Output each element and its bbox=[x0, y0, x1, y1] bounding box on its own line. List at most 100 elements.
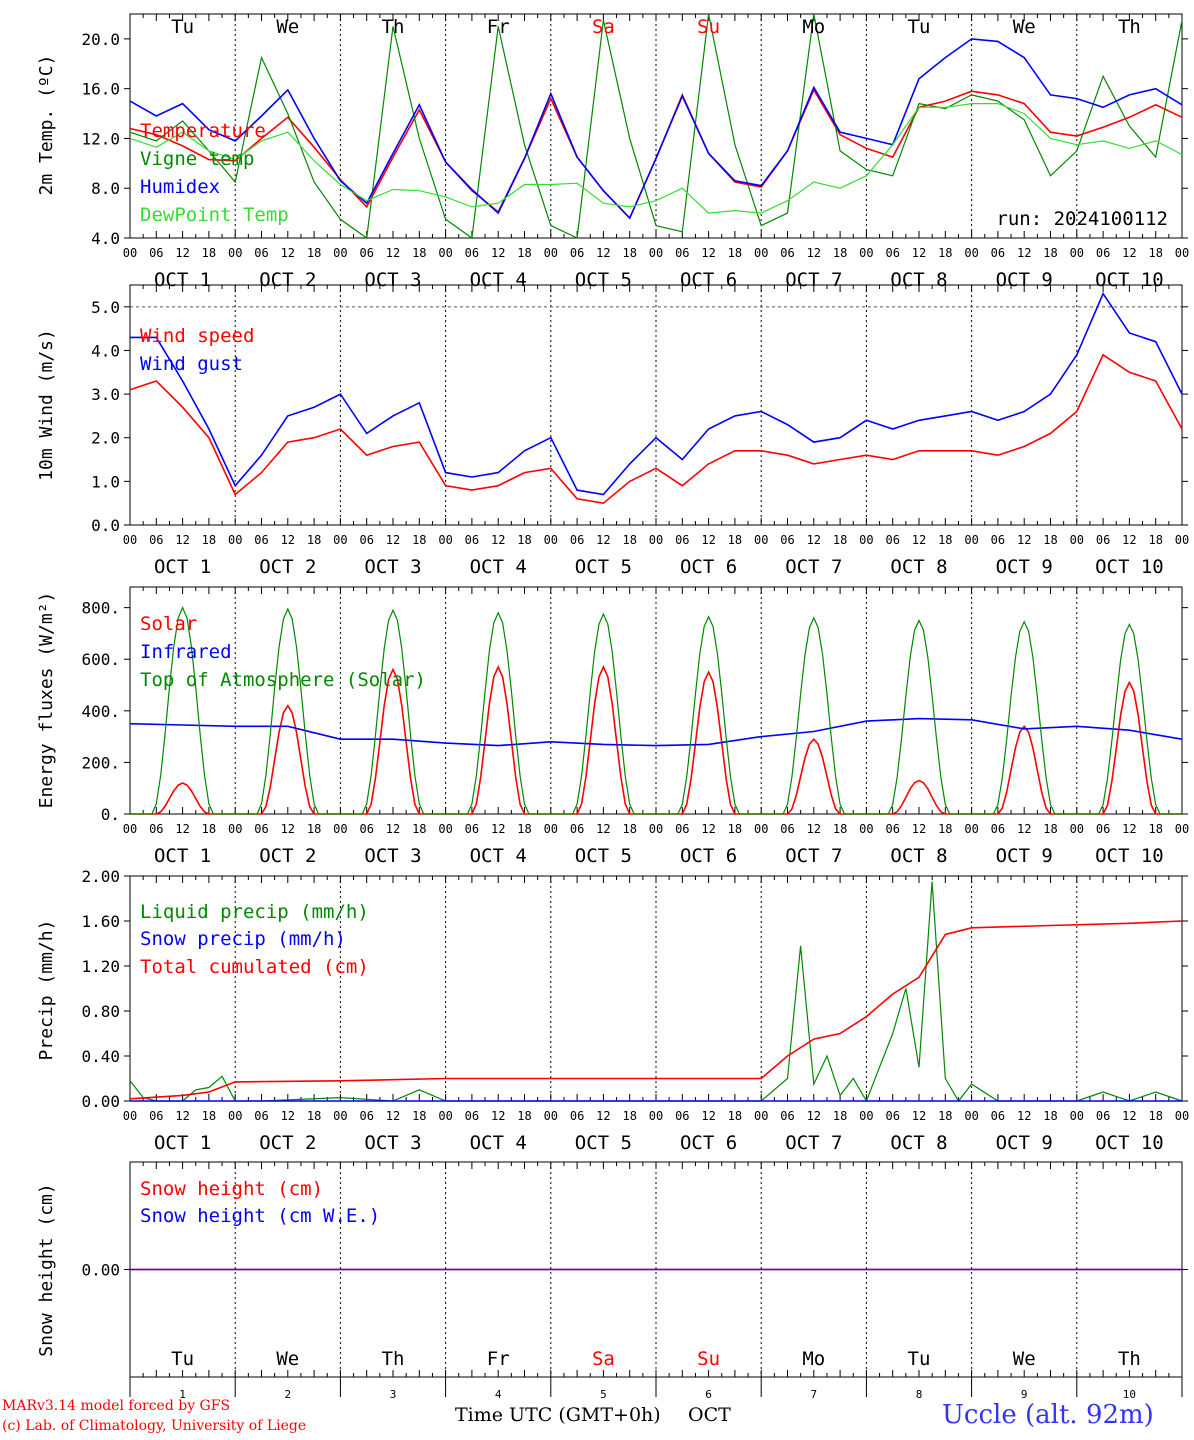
hour-tick-label: 18 bbox=[938, 533, 952, 547]
hour-tick-label: 00 bbox=[123, 1109, 137, 1123]
date-label: OCT 6 bbox=[680, 1132, 737, 1154]
hour-tick-label: 00 bbox=[1175, 822, 1189, 836]
day-of-week-label: Th bbox=[382, 16, 405, 38]
hour-tick-label: 06 bbox=[570, 822, 584, 836]
hour-tick-label: 06 bbox=[780, 533, 794, 547]
date-label: OCT 2 bbox=[259, 556, 316, 578]
day-of-week-label: Tu bbox=[908, 16, 931, 38]
station-name: Uccle (alt. 92m) bbox=[942, 1400, 1154, 1430]
y-tick-label: 0.0 bbox=[91, 516, 120, 535]
hour-tick-label: 00 bbox=[754, 246, 768, 260]
hour-tick-label: 00 bbox=[123, 822, 137, 836]
hour-tick-label: 06 bbox=[254, 533, 268, 547]
hour-tick-label: 12 bbox=[491, 246, 505, 260]
hour-tick-label: 00 bbox=[964, 822, 978, 836]
legend-entry: Wind gust bbox=[140, 353, 243, 375]
y-tick-label: 400. bbox=[81, 702, 120, 721]
hour-tick-label: 00 bbox=[964, 1109, 978, 1123]
hour-tick-label: 12 bbox=[596, 533, 610, 547]
day-of-week-label: We bbox=[1013, 1348, 1036, 1370]
hour-tick-label: 18 bbox=[412, 1109, 426, 1123]
date-label: OCT 2 bbox=[259, 1132, 316, 1154]
y-tick-label: 0.40 bbox=[81, 1047, 120, 1066]
date-label: OCT 7 bbox=[785, 1132, 842, 1154]
hour-tick-label: 06 bbox=[885, 1109, 899, 1123]
hour-tick-label: 06 bbox=[359, 822, 373, 836]
date-label: OCT 5 bbox=[575, 556, 632, 578]
hour-tick-label: 12 bbox=[386, 822, 400, 836]
y-tick-label: 0.00 bbox=[81, 1261, 120, 1280]
hour-tick-label: 18 bbox=[728, 1109, 742, 1123]
day-of-week-label: Mo bbox=[802, 1348, 825, 1370]
y-tick-label: 1.0 bbox=[91, 472, 120, 491]
hour-tick-label: 00 bbox=[333, 533, 347, 547]
hour-tick-label: 18 bbox=[728, 822, 742, 836]
hour-tick-label: 06 bbox=[1096, 246, 1110, 260]
hour-tick-label: 00 bbox=[123, 533, 137, 547]
hour-tick-label: 00 bbox=[649, 1109, 663, 1123]
legend-entry: Total cumulated (cm) bbox=[140, 956, 369, 978]
hour-tick-label: 00 bbox=[1070, 1109, 1084, 1123]
hour-tick-label: 00 bbox=[123, 246, 137, 260]
series-line-wind-gust bbox=[130, 292, 1183, 496]
credit-line-2: (c) Lab. of Climatology, University of L… bbox=[2, 1418, 307, 1434]
hour-tick-label: 18 bbox=[938, 1109, 952, 1123]
hour-tick-label: 18 bbox=[202, 246, 216, 260]
date-label: OCT 9 bbox=[996, 556, 1053, 578]
hour-tick-label: 06 bbox=[465, 822, 479, 836]
hour-tick-label: 18 bbox=[1043, 533, 1057, 547]
hour-tick-label: 18 bbox=[833, 246, 847, 260]
legend-entry: DewPoint Temp bbox=[140, 204, 289, 226]
hour-tick-label: 06 bbox=[359, 246, 373, 260]
hour-tick-label: 06 bbox=[991, 533, 1005, 547]
legend-entry: Solar bbox=[140, 613, 197, 635]
temperature-ylabel: 2m Temp. (ºC) bbox=[36, 55, 57, 196]
legend-entry: Vigne temp bbox=[140, 148, 254, 170]
date-label: OCT 3 bbox=[364, 556, 421, 578]
y-tick-label: 0.00 bbox=[81, 1092, 120, 1111]
hour-tick-label: 00 bbox=[333, 822, 347, 836]
legend-entry: Temperature bbox=[140, 120, 266, 142]
date-label: OCT 3 bbox=[364, 845, 421, 867]
hour-tick-label: 06 bbox=[254, 246, 268, 260]
hour-tick-label: 12 bbox=[1122, 533, 1136, 547]
hour-tick-label: 00 bbox=[754, 822, 768, 836]
hour-tick-label: 18 bbox=[938, 822, 952, 836]
y-tick-label: 4.0 bbox=[91, 229, 120, 248]
hour-tick-label: 06 bbox=[1096, 1109, 1110, 1123]
wind-panel bbox=[124, 284, 1188, 526]
y-tick-label: 800. bbox=[81, 599, 120, 618]
run-annotation: run: 2024100112 bbox=[996, 208, 1168, 230]
date-label: OCT 7 bbox=[785, 556, 842, 578]
hour-tick-label: 12 bbox=[175, 533, 189, 547]
y-tick-label: 200. bbox=[81, 753, 120, 772]
hour-tick-label: 12 bbox=[807, 822, 821, 836]
hour-tick-label: 00 bbox=[438, 1109, 452, 1123]
hour-tick-label: 12 bbox=[386, 246, 400, 260]
hour-tick-label: 12 bbox=[701, 246, 715, 260]
hour-tick-label: 12 bbox=[596, 822, 610, 836]
hour-tick-label: 12 bbox=[912, 533, 926, 547]
legend-entry: Wind speed bbox=[140, 325, 254, 347]
date-label: OCT 1 bbox=[154, 556, 211, 578]
date-label: OCT 1 bbox=[154, 845, 211, 867]
y-tick-label: 8.0 bbox=[91, 179, 120, 198]
hour-tick-label: 18 bbox=[517, 533, 531, 547]
y-tick-label: 16.0 bbox=[81, 80, 120, 99]
hour-tick-label: 00 bbox=[333, 1109, 347, 1123]
hour-tick-label: 18 bbox=[202, 533, 216, 547]
hour-tick-label: 12 bbox=[175, 822, 189, 836]
hour-tick-label: 06 bbox=[1096, 822, 1110, 836]
hour-tick-label: 00 bbox=[649, 246, 663, 260]
date-label: OCT 5 bbox=[575, 1132, 632, 1154]
day-of-week-label: Tu bbox=[908, 1348, 931, 1370]
date-label: OCT 6 bbox=[680, 845, 737, 867]
hour-tick-label: 18 bbox=[202, 1109, 216, 1123]
hour-tick-label: 00 bbox=[228, 822, 242, 836]
hour-tick-label: 06 bbox=[149, 822, 163, 836]
hour-tick-label: 06 bbox=[885, 822, 899, 836]
date-label: OCT 2 bbox=[259, 845, 316, 867]
day-of-week-label: We bbox=[1013, 16, 1036, 38]
day-of-week-label: Mo bbox=[802, 16, 825, 38]
